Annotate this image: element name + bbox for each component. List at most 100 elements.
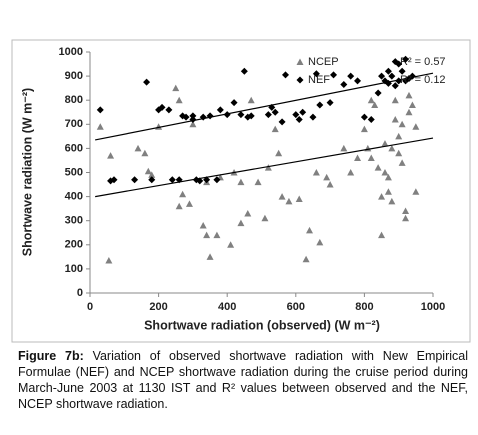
triangle-point [412, 123, 420, 130]
diamond-point [360, 113, 368, 121]
triangle-point [384, 173, 392, 181]
triangle-point [203, 231, 211, 239]
diamond-point [340, 81, 348, 89]
triangle-point [264, 164, 272, 171]
diamond-point [237, 111, 245, 119]
diamond-point [148, 176, 156, 184]
legend-label: NCEP [308, 56, 339, 68]
triangle-point [105, 256, 113, 264]
diamond-point [196, 177, 204, 185]
triangle-point [388, 144, 396, 152]
y-tick-label: 400 [65, 191, 83, 203]
caption-text: Variation of observed shortwave radiatio… [18, 349, 469, 411]
y-tick-label: 700 [65, 118, 83, 130]
diamond-point [175, 176, 183, 184]
diamond-point [282, 71, 290, 79]
legend-marker [296, 58, 304, 65]
diamond-point [388, 72, 396, 80]
triangle-point [391, 96, 399, 104]
diamond-point [374, 89, 382, 97]
x-tick-label: 400 [218, 301, 236, 313]
trendline [95, 72, 434, 141]
x-tick-label: 800 [355, 301, 373, 313]
x-axis-label: Shortwave radiation (observed) (W m⁻²) [144, 318, 380, 332]
diamond-point [182, 113, 190, 121]
triangle-point [275, 149, 283, 157]
trendline [95, 137, 434, 198]
x-tick-label: 600 [287, 301, 305, 313]
triangle-point [96, 123, 104, 130]
legend-label: NEF [308, 74, 330, 86]
legend-annotation: R² = 0.12 [400, 74, 446, 86]
triangle-point [237, 219, 245, 227]
diamond-point [264, 111, 272, 119]
diamond-point [330, 71, 338, 79]
diamond-point [384, 67, 392, 75]
triangle-point [395, 149, 403, 157]
y-tick-label: 800 [65, 94, 83, 106]
x-tick-label: 200 [149, 301, 167, 313]
triangle-point [402, 207, 410, 215]
diamond-point [143, 78, 151, 86]
diamond-point [299, 108, 307, 116]
triangle-point [354, 154, 362, 162]
chart-frame [11, 39, 471, 343]
triangle-point [244, 209, 252, 217]
diamond-point [312, 70, 320, 78]
diamond-point [292, 111, 300, 119]
diamond-point [295, 115, 303, 123]
legend-marker [296, 76, 304, 84]
triangle-point [384, 188, 392, 195]
triangle-point [371, 101, 379, 109]
chart: Shortwave radiation (observed) (W m⁻²) S… [11, 39, 471, 343]
triangle-point [381, 169, 389, 176]
diamond-point [395, 60, 403, 68]
triangle-point [398, 159, 406, 166]
y-tick-label: 500 [65, 166, 83, 178]
triangle-point [306, 226, 314, 234]
triangle-point [405, 108, 413, 116]
triangle-point [408, 101, 416, 109]
triangle-point [185, 200, 193, 207]
diamond-point [247, 112, 255, 120]
y-tick-label: 100 [65, 263, 83, 275]
diamond-point [316, 101, 324, 109]
triangle-point [347, 169, 355, 176]
diamond-point [326, 99, 334, 107]
triangle-point [326, 181, 334, 188]
diamond-point [240, 67, 248, 75]
triangle-point [367, 96, 375, 104]
diamond-point [391, 82, 399, 90]
triangle-point [374, 164, 382, 171]
diamond-point [271, 108, 279, 116]
triangle-point [227, 241, 235, 248]
diamond-point [402, 55, 410, 63]
triangle-point [391, 115, 399, 123]
triangle-point [141, 149, 149, 157]
triangle-point [378, 193, 386, 200]
triangle-point [213, 231, 221, 239]
triangle-point [405, 91, 413, 99]
diamond-point [223, 111, 231, 119]
triangle-point [278, 193, 286, 200]
triangle-point [175, 96, 183, 104]
triangle-point [206, 253, 214, 260]
triangle-point [398, 120, 406, 128]
x-tick-label: 0 [87, 301, 93, 313]
triangle-point [261, 214, 269, 222]
y-tick-label: 0 [77, 287, 83, 299]
x-tick-label: 1000 [421, 301, 445, 313]
triangle-point [179, 190, 187, 198]
triangle-point [175, 202, 183, 210]
y-axis-label: Shortwave radiation (W m⁻²) [20, 88, 34, 256]
diamond-point [216, 106, 224, 114]
y-tick-label: 900 [65, 70, 83, 82]
triangle-point [107, 152, 115, 159]
triangle-point [247, 96, 255, 104]
triangle-point [254, 178, 262, 186]
triangle-point [378, 231, 386, 239]
diamond-point [367, 115, 375, 123]
diamond-point [309, 113, 317, 121]
diamond-point [168, 176, 176, 184]
triangle-point [316, 238, 324, 246]
